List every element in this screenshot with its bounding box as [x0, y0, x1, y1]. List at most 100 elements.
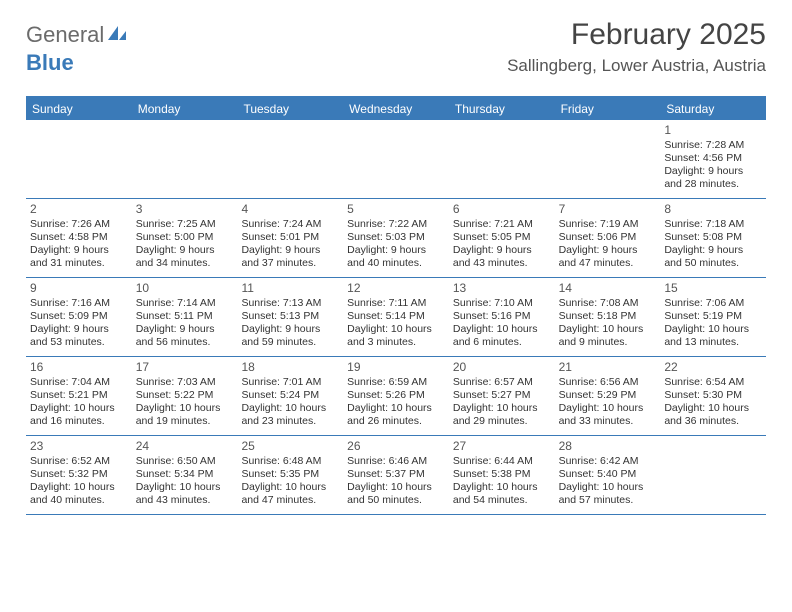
- day-number: 22: [664, 360, 762, 375]
- sunrise-text: Sunrise: 6:42 AM: [559, 455, 657, 468]
- sunrise-text: Sunrise: 6:44 AM: [453, 455, 551, 468]
- day-number: 15: [664, 281, 762, 296]
- day-cell: [132, 120, 238, 198]
- day-number: 20: [453, 360, 551, 375]
- sunset-text: Sunset: 5:11 PM: [136, 310, 234, 323]
- daylight-text: Daylight: 9 hours and 28 minutes.: [664, 165, 762, 191]
- day-number: 27: [453, 439, 551, 454]
- weekday-header-row: Sunday Monday Tuesday Wednesday Thursday…: [26, 98, 766, 120]
- weekday-monday: Monday: [132, 98, 238, 120]
- day-number: 13: [453, 281, 551, 296]
- day-number: 28: [559, 439, 657, 454]
- day-cell: 6Sunrise: 7:21 AMSunset: 5:05 PMDaylight…: [449, 199, 555, 277]
- calendar-week-row: 23Sunrise: 6:52 AMSunset: 5:32 PMDayligh…: [26, 436, 766, 515]
- day-cell: 12Sunrise: 7:11 AMSunset: 5:14 PMDayligh…: [343, 278, 449, 356]
- daylight-text: Daylight: 10 hours and 43 minutes.: [136, 481, 234, 507]
- day-cell: 19Sunrise: 6:59 AMSunset: 5:26 PMDayligh…: [343, 357, 449, 435]
- sunrise-text: Sunrise: 7:10 AM: [453, 297, 551, 310]
- daylight-text: Daylight: 10 hours and 23 minutes.: [241, 402, 339, 428]
- calendar-page: General February 2025 Sallingberg, Lower…: [0, 0, 792, 515]
- sunset-text: Sunset: 5:30 PM: [664, 389, 762, 402]
- sunset-text: Sunset: 5:37 PM: [347, 468, 445, 481]
- day-number: 8: [664, 202, 762, 217]
- sunrise-text: Sunrise: 7:03 AM: [136, 376, 234, 389]
- sunrise-text: Sunrise: 7:19 AM: [559, 218, 657, 231]
- sunset-text: Sunset: 5:32 PM: [30, 468, 128, 481]
- day-cell: [26, 120, 132, 198]
- day-number: 21: [559, 360, 657, 375]
- brand-part2: Blue: [26, 50, 74, 75]
- day-number: 16: [30, 360, 128, 375]
- sunset-text: Sunset: 5:13 PM: [241, 310, 339, 323]
- daylight-text: Daylight: 9 hours and 47 minutes.: [559, 244, 657, 270]
- daylight-text: Daylight: 9 hours and 40 minutes.: [347, 244, 445, 270]
- sunset-text: Sunset: 5:40 PM: [559, 468, 657, 481]
- sunrise-text: Sunrise: 7:18 AM: [664, 218, 762, 231]
- day-cell: [237, 120, 343, 198]
- sunset-text: Sunset: 5:19 PM: [664, 310, 762, 323]
- brand-part1: General: [26, 22, 104, 48]
- day-cell: 2Sunrise: 7:26 AMSunset: 4:58 PMDaylight…: [26, 199, 132, 277]
- day-number: 19: [347, 360, 445, 375]
- sunset-text: Sunset: 5:01 PM: [241, 231, 339, 244]
- day-number: 10: [136, 281, 234, 296]
- sunrise-text: Sunrise: 7:21 AM: [453, 218, 551, 231]
- day-cell: 1Sunrise: 7:28 AMSunset: 4:56 PMDaylight…: [660, 120, 766, 198]
- sunrise-text: Sunrise: 6:50 AM: [136, 455, 234, 468]
- daylight-text: Daylight: 9 hours and 59 minutes.: [241, 323, 339, 349]
- day-number: 24: [136, 439, 234, 454]
- sunrise-text: Sunrise: 7:08 AM: [559, 297, 657, 310]
- day-cell: 26Sunrise: 6:46 AMSunset: 5:37 PMDayligh…: [343, 436, 449, 514]
- calendar-week-row: 9Sunrise: 7:16 AMSunset: 5:09 PMDaylight…: [26, 278, 766, 357]
- daylight-text: Daylight: 10 hours and 16 minutes.: [30, 402, 128, 428]
- weekday-wednesday: Wednesday: [343, 98, 449, 120]
- sunrise-text: Sunrise: 6:46 AM: [347, 455, 445, 468]
- day-cell: 9Sunrise: 7:16 AMSunset: 5:09 PMDaylight…: [26, 278, 132, 356]
- day-cell: 17Sunrise: 7:03 AMSunset: 5:22 PMDayligh…: [132, 357, 238, 435]
- daylight-text: Daylight: 9 hours and 50 minutes.: [664, 244, 762, 270]
- sunset-text: Sunset: 5:03 PM: [347, 231, 445, 244]
- daylight-text: Daylight: 10 hours and 33 minutes.: [559, 402, 657, 428]
- day-cell: 5Sunrise: 7:22 AMSunset: 5:03 PMDaylight…: [343, 199, 449, 277]
- brand-logo: General: [26, 18, 128, 48]
- daylight-text: Daylight: 10 hours and 19 minutes.: [136, 402, 234, 428]
- day-cell: 23Sunrise: 6:52 AMSunset: 5:32 PMDayligh…: [26, 436, 132, 514]
- day-number: 17: [136, 360, 234, 375]
- day-cell: [555, 120, 661, 198]
- sunset-text: Sunset: 5:29 PM: [559, 389, 657, 402]
- daylight-text: Daylight: 9 hours and 34 minutes.: [136, 244, 234, 270]
- daylight-text: Daylight: 10 hours and 57 minutes.: [559, 481, 657, 507]
- sunrise-text: Sunrise: 6:48 AM: [241, 455, 339, 468]
- day-cell: 27Sunrise: 6:44 AMSunset: 5:38 PMDayligh…: [449, 436, 555, 514]
- daylight-text: Daylight: 10 hours and 54 minutes.: [453, 481, 551, 507]
- calendar-week-row: 16Sunrise: 7:04 AMSunset: 5:21 PMDayligh…: [26, 357, 766, 436]
- sunrise-text: Sunrise: 6:52 AM: [30, 455, 128, 468]
- daylight-text: Daylight: 9 hours and 31 minutes.: [30, 244, 128, 270]
- sunset-text: Sunset: 5:27 PM: [453, 389, 551, 402]
- sunrise-text: Sunrise: 7:24 AM: [241, 218, 339, 231]
- weekday-sunday: Sunday: [26, 98, 132, 120]
- daylight-text: Daylight: 10 hours and 3 minutes.: [347, 323, 445, 349]
- sunset-text: Sunset: 5:21 PM: [30, 389, 128, 402]
- weekday-saturday: Saturday: [660, 98, 766, 120]
- day-cell: 11Sunrise: 7:13 AMSunset: 5:13 PMDayligh…: [237, 278, 343, 356]
- daylight-text: Daylight: 10 hours and 29 minutes.: [453, 402, 551, 428]
- sunset-text: Sunset: 5:18 PM: [559, 310, 657, 323]
- daylight-text: Daylight: 10 hours and 13 minutes.: [664, 323, 762, 349]
- sunrise-text: Sunrise: 7:25 AM: [136, 218, 234, 231]
- daylight-text: Daylight: 9 hours and 37 minutes.: [241, 244, 339, 270]
- daylight-text: Daylight: 9 hours and 43 minutes.: [453, 244, 551, 270]
- day-number: 11: [241, 281, 339, 296]
- day-number: 9: [30, 281, 128, 296]
- daylight-text: Daylight: 10 hours and 26 minutes.: [347, 402, 445, 428]
- sunset-text: Sunset: 5:24 PM: [241, 389, 339, 402]
- sunset-text: Sunset: 5:09 PM: [30, 310, 128, 323]
- sunset-text: Sunset: 5:22 PM: [136, 389, 234, 402]
- day-number: 12: [347, 281, 445, 296]
- day-cell: 22Sunrise: 6:54 AMSunset: 5:30 PMDayligh…: [660, 357, 766, 435]
- calendar-grid: Sunday Monday Tuesday Wednesday Thursday…: [26, 98, 766, 515]
- weeks-container: 1Sunrise: 7:28 AMSunset: 4:56 PMDaylight…: [26, 120, 766, 515]
- day-number: 7: [559, 202, 657, 217]
- day-cell: 3Sunrise: 7:25 AMSunset: 5:00 PMDaylight…: [132, 199, 238, 277]
- daylight-text: Daylight: 10 hours and 50 minutes.: [347, 481, 445, 507]
